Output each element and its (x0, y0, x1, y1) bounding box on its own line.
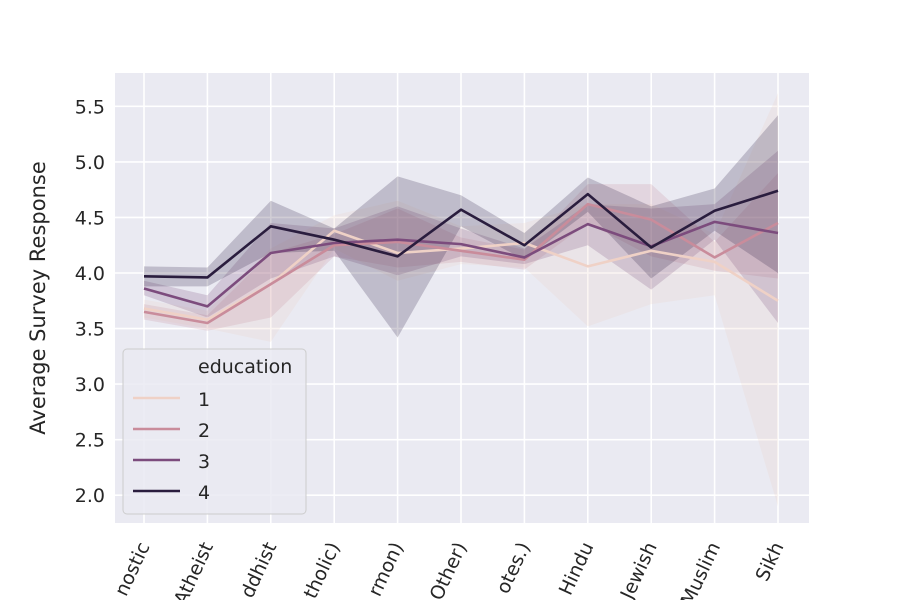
legend-label-1: 1 (198, 389, 210, 411)
legend-entries: 1 2 3 4 (133, 389, 210, 504)
legend-label-4: 4 (198, 482, 210, 504)
y-axis-label: Average Survey Response (26, 161, 50, 435)
legend: education 1 2 3 4 (122, 348, 307, 515)
legend-frame (122, 348, 307, 515)
legend-label-3: 3 (198, 451, 210, 473)
y-tick-label: 2.5 (75, 430, 105, 452)
confidence-band-series-3 (144, 150, 778, 323)
y-tick-label: 2.0 (75, 485, 105, 507)
series-lines (143, 189, 779, 325)
grid (115, 73, 809, 523)
confidence-band-series-1 (144, 93, 778, 507)
y-tick-label: 3.5 (75, 319, 105, 341)
y-tick-label: 5.0 (75, 152, 105, 174)
y-tick-label: 5.5 (75, 96, 105, 118)
legend-label-2: 2 (198, 420, 210, 442)
y-tick-label: 4.5 (75, 207, 105, 229)
legend-title: education (198, 356, 292, 378)
y-tick-label: 3.0 (75, 374, 105, 396)
y-tick-labels: 2.0 2.5 3.0 3.5 4.0 4.5 5.0 5.5 (75, 96, 105, 507)
y-tick-label: 4.0 (75, 263, 105, 285)
